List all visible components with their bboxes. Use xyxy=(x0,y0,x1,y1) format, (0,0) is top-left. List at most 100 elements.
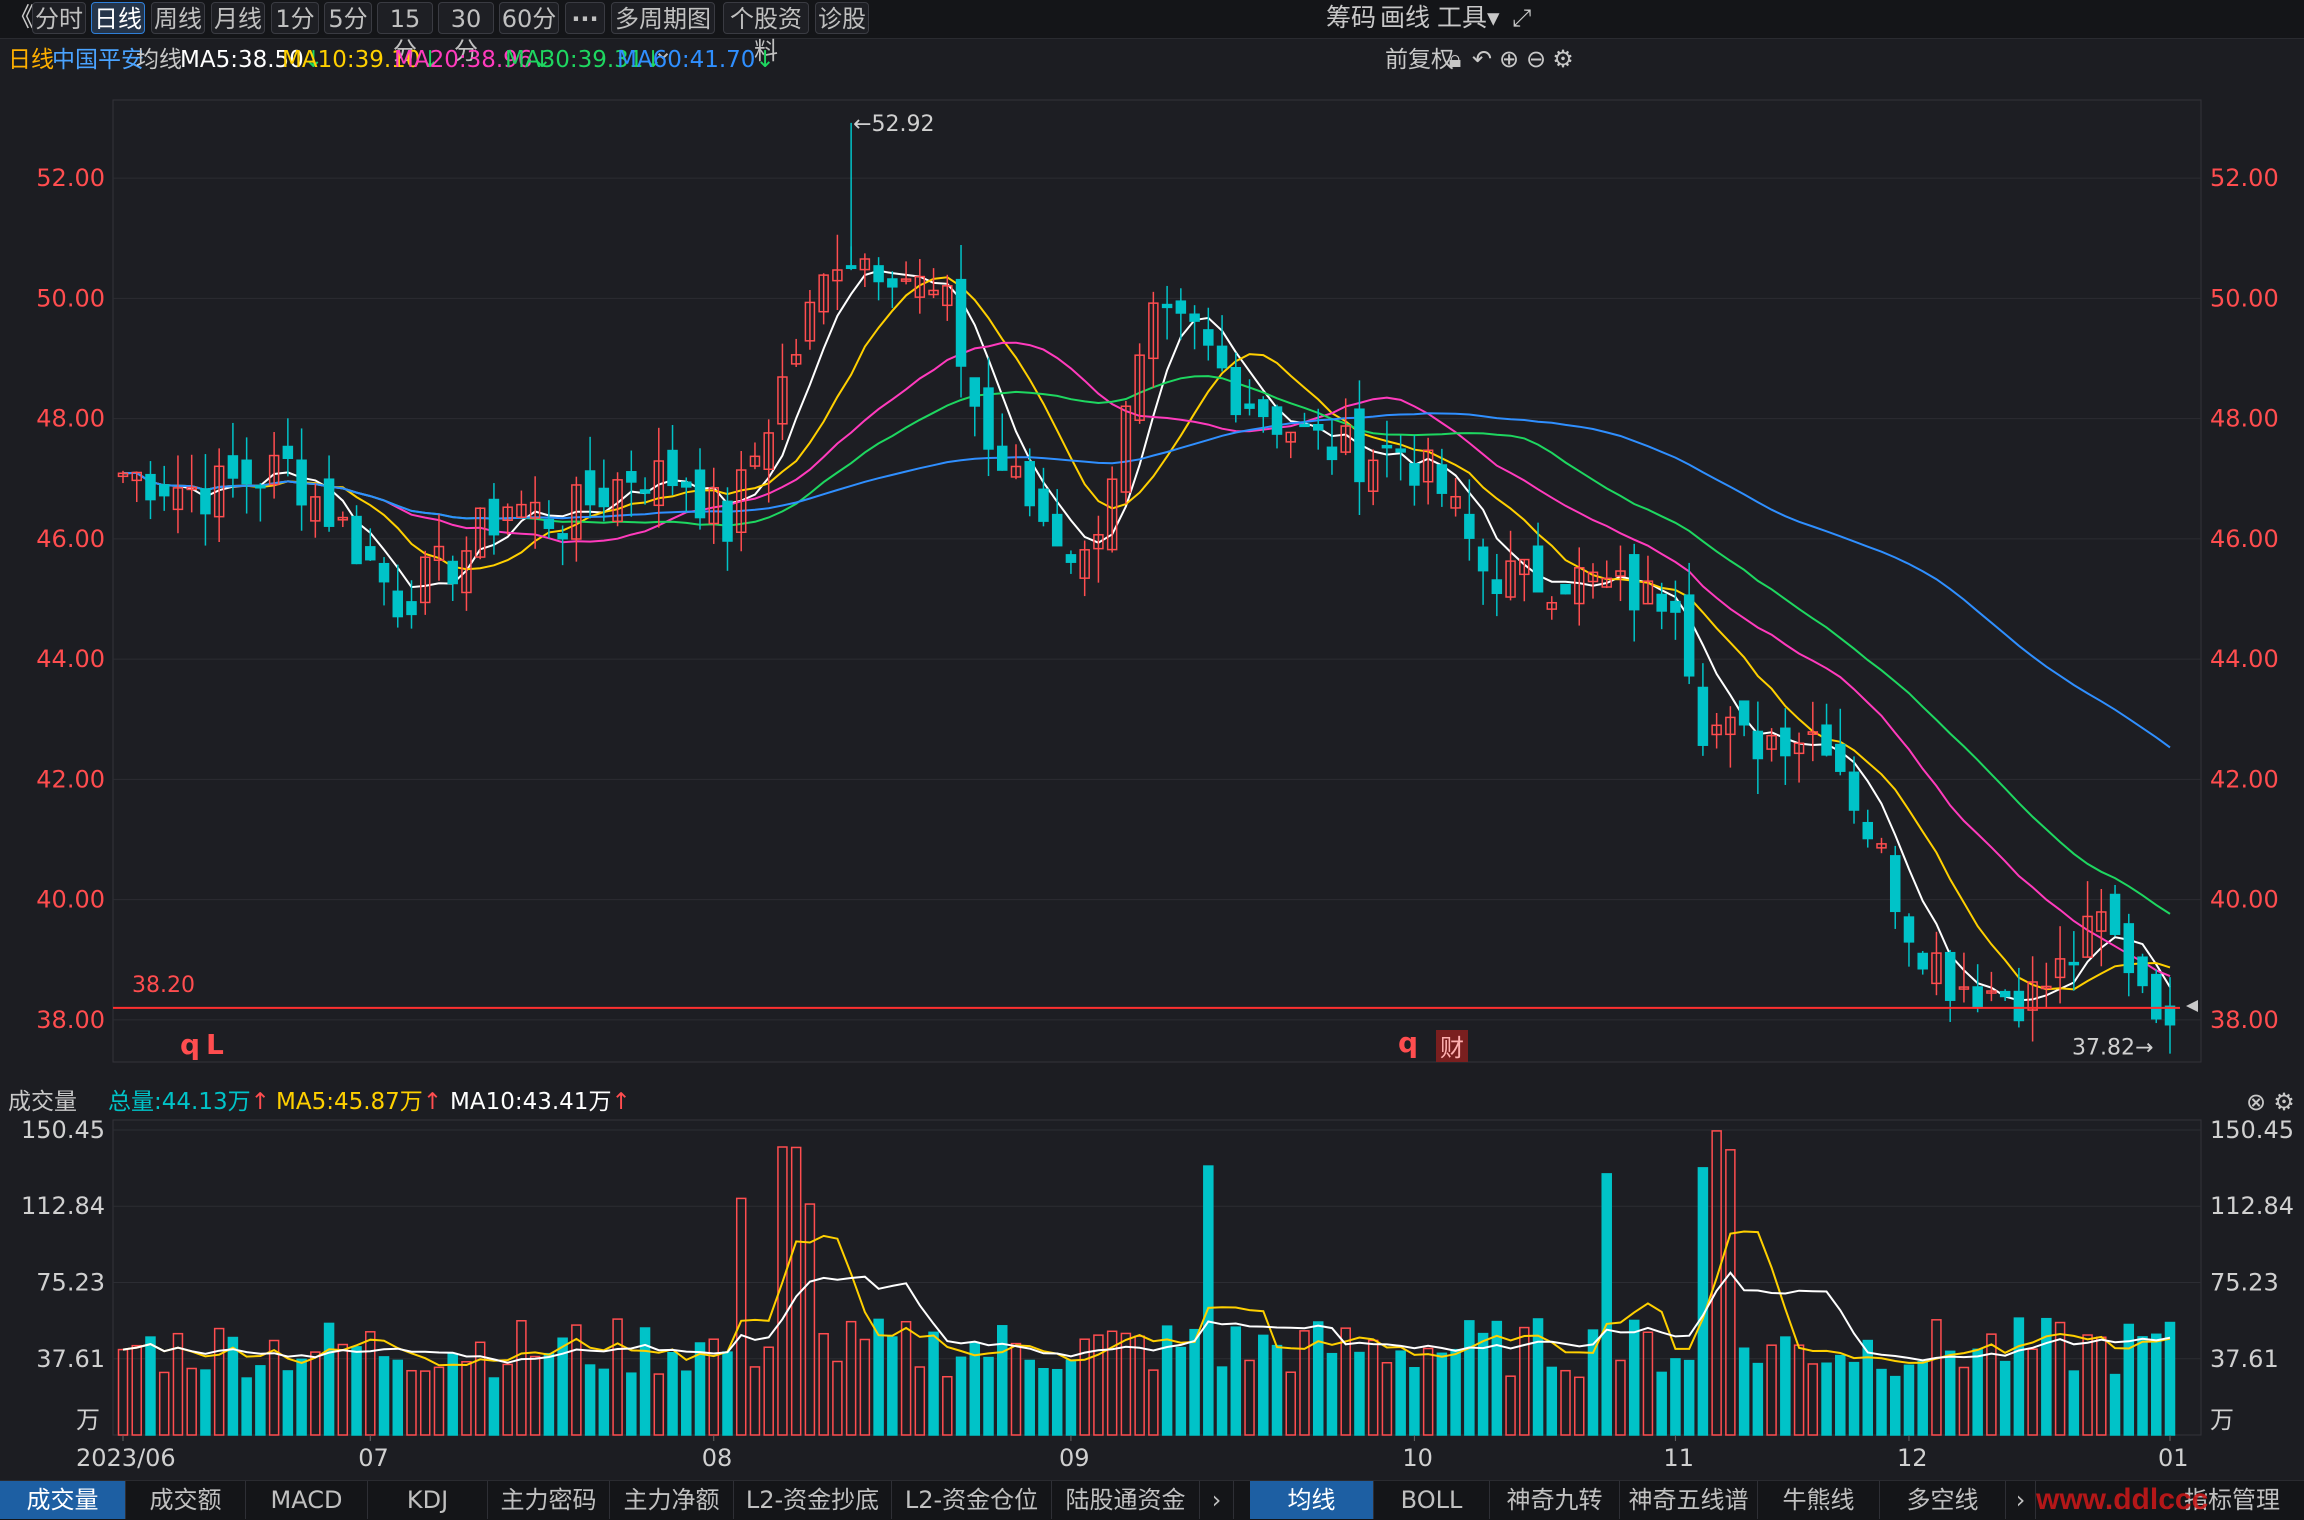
candle-body xyxy=(1340,425,1351,453)
candle-body xyxy=(1367,459,1379,492)
stock-profile-button[interactable]: 个股资料 xyxy=(723,2,809,65)
candle-body xyxy=(1670,600,1681,613)
minus-icon[interactable]: ⊖ xyxy=(1525,45,1547,73)
lock-icon[interactable]: 🔒︎ xyxy=(1448,45,1462,73)
candle-body xyxy=(516,503,527,518)
candle-body xyxy=(1697,686,1709,746)
adjust-label[interactable]: 前复权 xyxy=(1385,47,1454,73)
chips-button[interactable]: 筹码 xyxy=(1326,3,1377,32)
top-toolbar: 《 分时 日线 周线 月线 1分 5分 15分 30分 60分 ··· 多周期图… xyxy=(0,0,2304,65)
tab-l2-position[interactable]: L2-资金仓位 xyxy=(892,1481,1052,1519)
tab-rixian[interactable]: 日线 xyxy=(91,2,145,34)
volume-bar xyxy=(1505,1375,1516,1436)
candle-body xyxy=(447,560,458,585)
stock-name[interactable]: 中国平安 xyxy=(52,47,144,73)
q-marker-2[interactable]: q xyxy=(1398,1026,1418,1059)
tab-magic-nine[interactable]: 神奇九转 xyxy=(1490,1481,1620,1519)
back-icon[interactable]: 《 xyxy=(8,3,35,33)
volume-bar xyxy=(887,1336,898,1436)
volume-bar xyxy=(1683,1359,1695,1436)
tab-fenshi[interactable]: 分时 xyxy=(32,2,86,34)
tab-5min[interactable]: 5分 xyxy=(324,2,372,34)
finance-marker[interactable]: 财 xyxy=(1440,1034,1464,1062)
candle-body xyxy=(2027,981,2038,1011)
candle-body xyxy=(1258,399,1269,418)
candle-body xyxy=(1065,554,1077,563)
candle-body xyxy=(873,265,884,283)
price-tick-label-right: 38.00 xyxy=(2210,1006,2279,1034)
settings-icon[interactable]: ⚙ xyxy=(1552,45,1574,73)
candle-body xyxy=(1354,408,1365,483)
tab-main-force-code[interactable]: 主力密码 xyxy=(488,1481,610,1519)
tabs-scroll-right-icon[interactable]: › xyxy=(1200,1481,1234,1519)
candle-body xyxy=(1216,345,1228,369)
tab-macd[interactable]: MACD xyxy=(246,1481,368,1519)
volume-bar xyxy=(667,1351,678,1436)
tab-northbound[interactable]: 陆股通资金 xyxy=(1052,1481,1200,1519)
candle-body xyxy=(310,496,321,522)
ma60-value: MA60:41.70↓ xyxy=(617,47,775,73)
tab-kdj[interactable]: KDJ xyxy=(368,1481,488,1519)
candle-body xyxy=(681,481,692,488)
candle-body xyxy=(1711,724,1722,736)
volume-bar xyxy=(172,1332,184,1436)
volume-bar xyxy=(1628,1319,1640,1436)
volume-settings-icon[interactable]: ⚙ xyxy=(2273,1088,2295,1116)
draw-line-button[interactable]: 画线 xyxy=(1380,3,1431,32)
tab-magic-five[interactable]: 神奇五线谱 xyxy=(1620,1481,1758,1519)
tab-l2-bottom[interactable]: L2-资金抄底 xyxy=(734,1481,892,1519)
volume-bar xyxy=(1876,1368,1887,1436)
volume-bar xyxy=(763,1346,774,1436)
candle-body xyxy=(1972,986,1983,1008)
l-marker[interactable]: L xyxy=(206,1028,224,1061)
candle-body xyxy=(708,487,719,525)
tab-30min[interactable]: 30分 xyxy=(438,2,494,65)
volume-bar xyxy=(2123,1323,2135,1436)
undo-icon[interactable]: ↶ xyxy=(1471,45,1493,73)
candle-body xyxy=(158,484,170,497)
candle-body xyxy=(2082,915,2093,958)
tab-yuexian[interactable]: 月线 xyxy=(211,2,265,34)
volume-bar xyxy=(213,1327,225,1436)
ma-label[interactable]: 均线 xyxy=(136,47,182,73)
candle-body xyxy=(1876,843,1887,849)
tab-zhouxian[interactable]: 周线 xyxy=(151,2,205,34)
tab-turnover[interactable]: 成交额 xyxy=(126,1481,246,1519)
x-tick-label: 10 xyxy=(1402,1444,1433,1472)
tab-15min[interactable]: 15分 xyxy=(377,2,433,65)
more-periods-button[interactable]: ··· xyxy=(565,2,605,34)
candle-body xyxy=(1601,577,1612,588)
q-marker-1[interactable]: q xyxy=(180,1028,200,1061)
ma5-value: MA5:38.50↓ xyxy=(180,47,324,73)
volume-bar xyxy=(2013,1317,2025,1436)
volume-bar xyxy=(1972,1348,1983,1436)
tab-1min[interactable]: 1分 xyxy=(271,2,319,34)
tab-ma[interactable]: 均线 xyxy=(1250,1481,1374,1519)
volume-tick-label-right: 万 xyxy=(2210,1406,2234,1434)
candle-body xyxy=(1175,300,1187,314)
tabs-scroll-right-icon-2[interactable]: › xyxy=(2006,1481,2036,1519)
finance-marker-box[interactable] xyxy=(1436,1030,1468,1062)
multi-period-dropdown[interactable]: 多周期图 ⌄ xyxy=(611,2,715,65)
tab-long-short[interactable]: 多空线 xyxy=(1880,1481,2006,1519)
tools-dropdown[interactable]: 工具▾ xyxy=(1437,3,1500,32)
price-tick-label-left: 46.00 xyxy=(36,525,105,553)
volume-bar xyxy=(447,1353,458,1436)
candle-body xyxy=(529,501,541,519)
tab-volume[interactable]: 成交量 xyxy=(0,1481,126,1519)
tab-main-force-net[interactable]: 主力净额 xyxy=(610,1481,734,1519)
diagnose-button[interactable]: 诊股 xyxy=(815,2,869,34)
indicator-manage-button[interactable]: 指标管理 xyxy=(2184,1486,2280,1514)
candle-body xyxy=(296,459,307,506)
tab-boll[interactable]: BOLL xyxy=(1374,1481,1490,1519)
expand-icon[interactable]: ⤢ xyxy=(1512,4,1532,32)
close-panel-icon[interactable]: ⊗ xyxy=(2245,1088,2267,1116)
candle-body xyxy=(461,550,472,594)
tab-60min[interactable]: 60分 xyxy=(499,2,559,34)
candle-body xyxy=(1889,855,1901,913)
candle-body xyxy=(1312,423,1324,431)
volume-label[interactable]: 成交量 xyxy=(8,1089,77,1115)
add-icon[interactable]: ⊕ xyxy=(1498,45,1520,73)
tab-bull-bear[interactable]: 牛熊线 xyxy=(1758,1481,1880,1519)
